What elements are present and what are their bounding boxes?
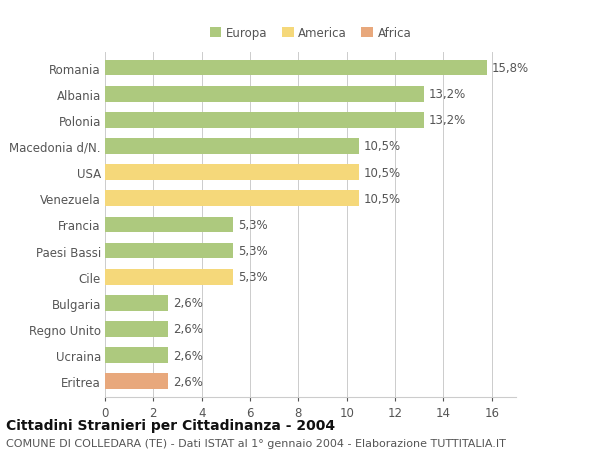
Text: 2,6%: 2,6% — [173, 375, 203, 388]
Text: Cittadini Stranieri per Cittadinanza - 2004: Cittadini Stranieri per Cittadinanza - 2… — [6, 418, 335, 431]
Bar — [105, 191, 359, 207]
Bar — [105, 165, 359, 180]
Bar — [105, 347, 168, 363]
Text: 5,3%: 5,3% — [238, 218, 268, 231]
Text: 2,6%: 2,6% — [173, 297, 203, 310]
Bar — [105, 374, 168, 389]
Text: 10,5%: 10,5% — [364, 166, 401, 179]
Text: 15,8%: 15,8% — [492, 62, 529, 75]
Text: 2,6%: 2,6% — [173, 323, 203, 336]
Text: 10,5%: 10,5% — [364, 192, 401, 205]
Bar — [105, 321, 168, 337]
Bar — [105, 243, 233, 259]
Bar — [105, 87, 424, 102]
Text: 13,2%: 13,2% — [429, 88, 466, 101]
Bar — [105, 113, 424, 129]
Bar — [105, 61, 487, 76]
Text: 5,3%: 5,3% — [238, 245, 268, 257]
Bar — [105, 139, 359, 155]
Bar — [105, 217, 233, 233]
Legend: Europa, America, Africa: Europa, America, Africa — [209, 27, 412, 40]
Text: 13,2%: 13,2% — [429, 114, 466, 127]
Text: 5,3%: 5,3% — [238, 271, 268, 284]
Bar — [105, 269, 233, 285]
Text: 10,5%: 10,5% — [364, 140, 401, 153]
Text: COMUNE DI COLLEDARA (TE) - Dati ISTAT al 1° gennaio 2004 - Elaborazione TUTTITAL: COMUNE DI COLLEDARA (TE) - Dati ISTAT al… — [6, 438, 506, 448]
Bar — [105, 295, 168, 311]
Text: 2,6%: 2,6% — [173, 349, 203, 362]
